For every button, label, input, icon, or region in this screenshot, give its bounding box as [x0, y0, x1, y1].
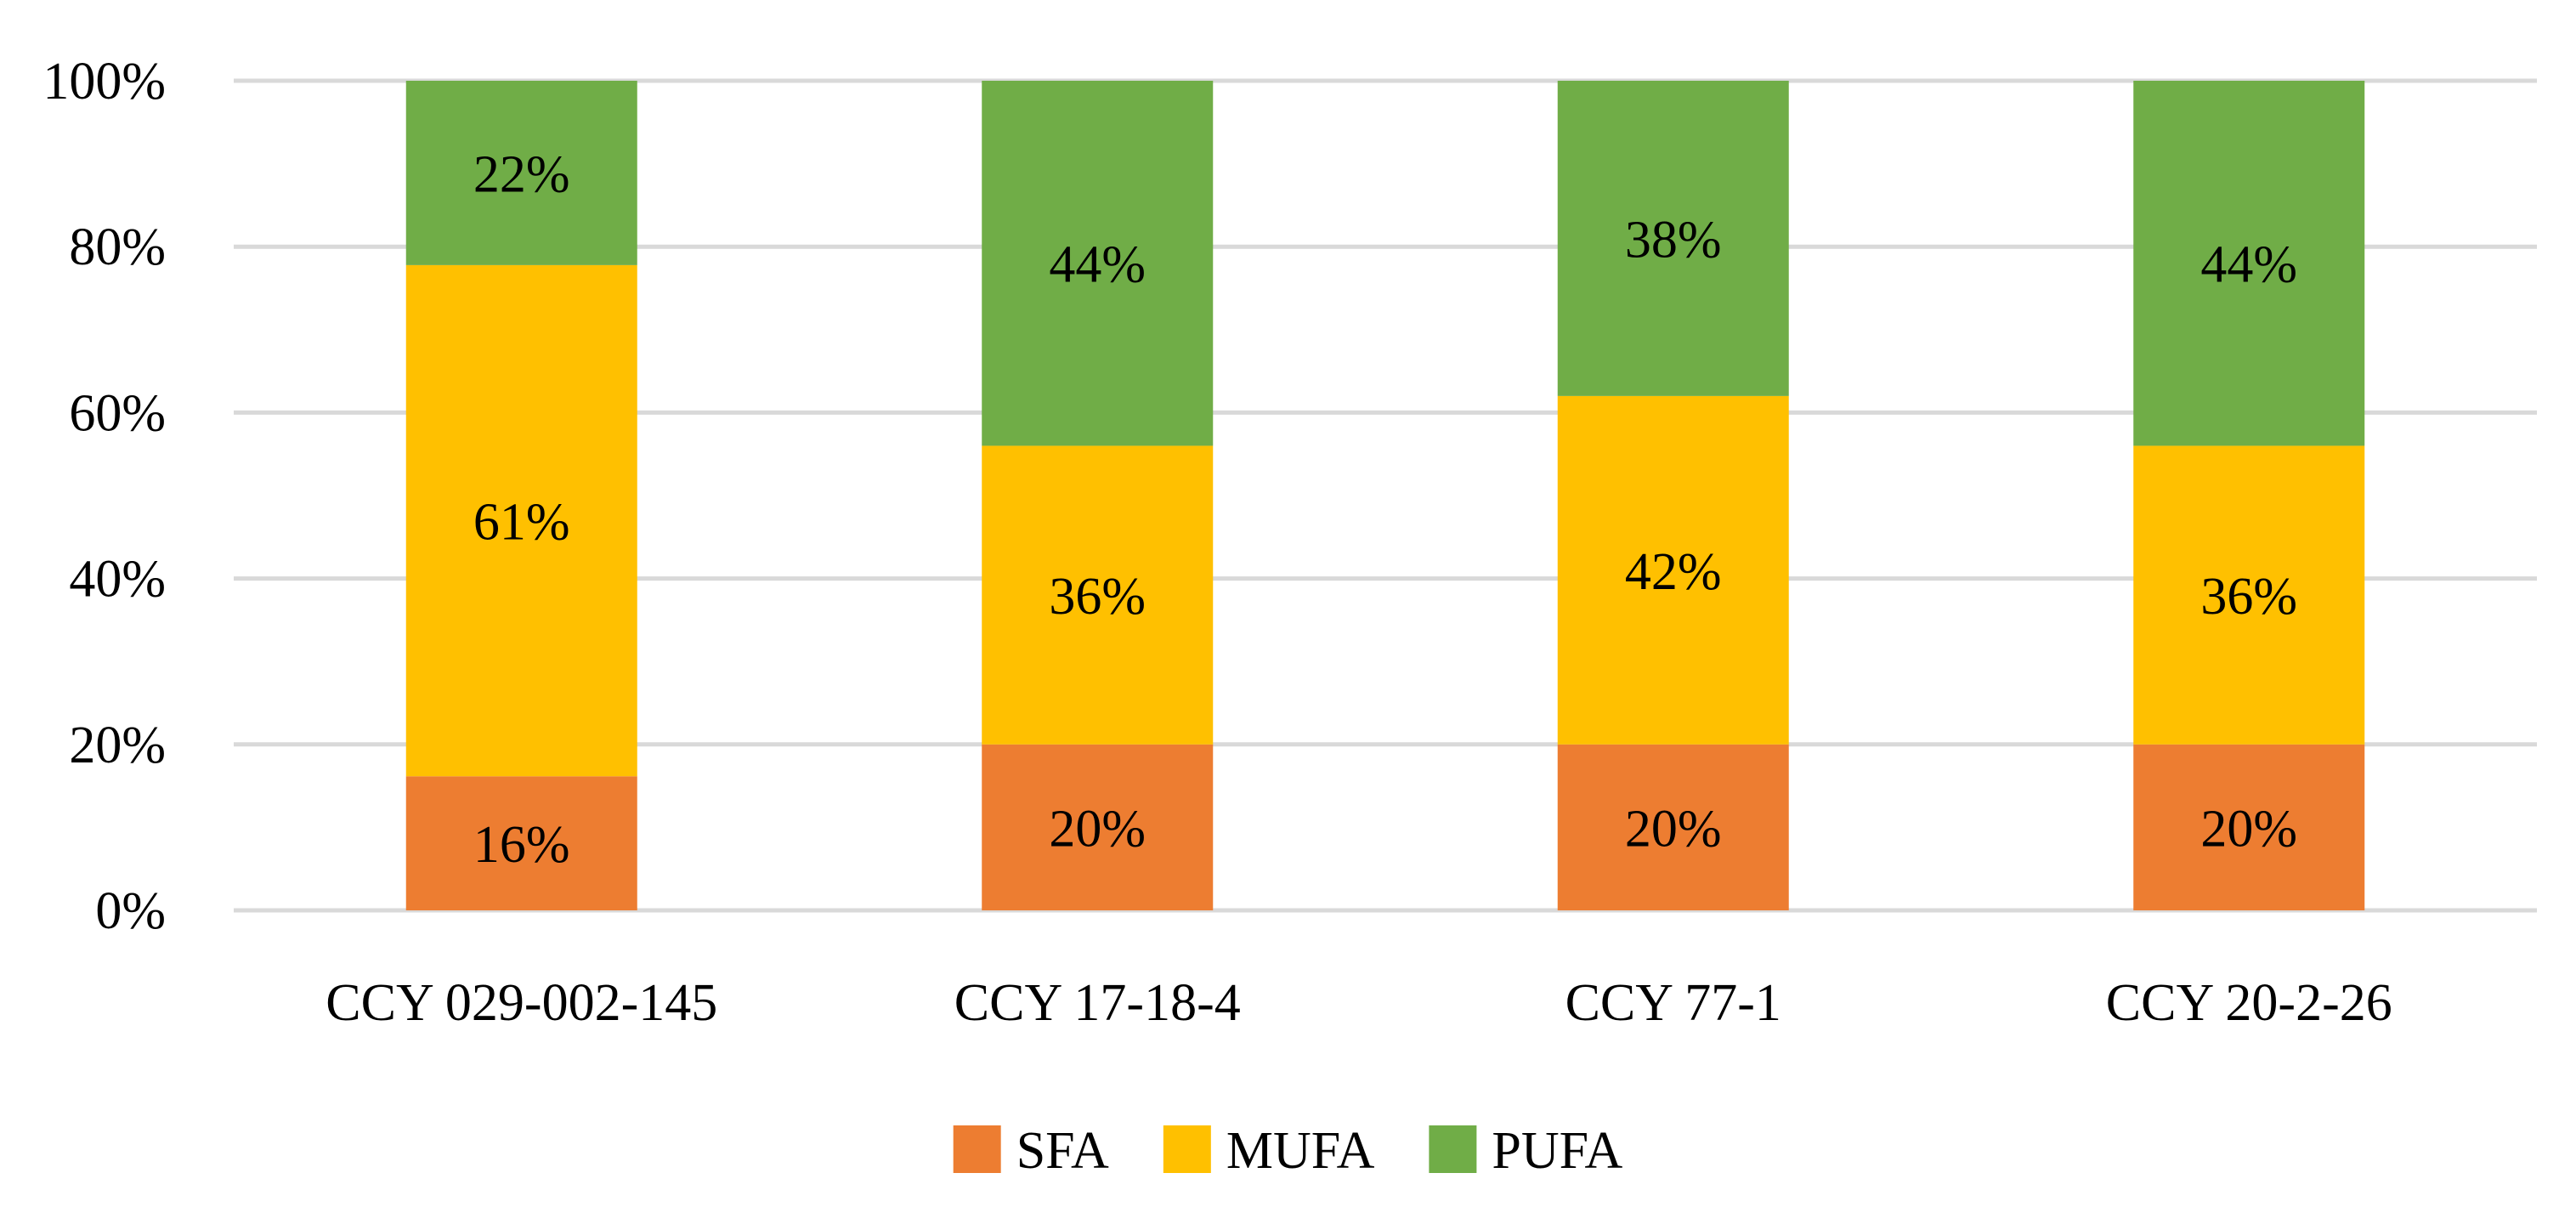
data-labels: 16% 61% 22% 20% 36% 44% 20% 42% 38% 20% 36% 44%: [473, 145, 2297, 874]
bar-segment-sfa: [405, 776, 637, 910]
data-label: 36%: [2200, 568, 2297, 626]
data-label: 16%: [473, 816, 570, 874]
bar-segment-pufa: [2133, 81, 2365, 446]
data-label: 44%: [2200, 236, 2297, 294]
data-label: 36%: [1049, 568, 1146, 626]
x-axis: CCY 029-002-145 CCY 17-18-4 CCY 77-1 CCY 20…: [326, 974, 2392, 1032]
y-tick-label: 40%: [69, 551, 166, 609]
data-label: 38%: [1625, 211, 1722, 269]
y-tick-label: 20%: [69, 717, 166, 774]
legend-swatch-mufa: [1163, 1125, 1211, 1173]
data-label: 20%: [2200, 800, 2297, 858]
legend-label: PUFA: [1492, 1122, 1622, 1180]
bar-segment-pufa: [1557, 81, 1789, 396]
x-category-label: CCY 029-002-145: [326, 974, 717, 1032]
y-tick-label: 100%: [42, 53, 166, 110]
bar-segment-sfa: [982, 744, 1214, 910]
x-category-label: CCY 17-18-4: [954, 974, 1241, 1032]
data-label: 61%: [473, 494, 570, 552]
x-category-label: CCY 77-1: [1565, 974, 1781, 1032]
bar-segment-sfa: [1557, 744, 1789, 910]
bar-segment-pufa: [982, 81, 1214, 446]
y-tick-label: 60%: [69, 384, 166, 442]
data-label: 42%: [1625, 543, 1722, 601]
y-tick-label: 80%: [69, 218, 166, 276]
data-label: 22%: [473, 145, 570, 203]
bar-segment-sfa: [2133, 744, 2365, 910]
bar-segment-mufa: [1557, 395, 1789, 745]
data-label: 44%: [1049, 236, 1146, 294]
y-tick-label: 0%: [95, 882, 166, 940]
data-label: 20%: [1625, 800, 1722, 858]
legend-swatch-sfa: [953, 1125, 1001, 1173]
bar-segment-pufa: [405, 81, 637, 265]
legend-swatch-pufa: [1429, 1125, 1477, 1173]
bar-segment-mufa: [405, 264, 637, 777]
bar-segment-mufa: [982, 445, 1214, 745]
legend: SFA MUFA PUFA: [953, 1122, 1623, 1180]
legend-label: MUFA: [1226, 1122, 1375, 1180]
data-label: 20%: [1049, 800, 1146, 858]
bar-segment-mufa: [2133, 445, 2365, 745]
y-axis: 0% 20% 40% 60% 80% 100%: [42, 53, 166, 940]
bars: [405, 81, 2365, 910]
x-category-label: CCY 20-2-26: [2106, 974, 2392, 1032]
legend-label: SFA: [1016, 1122, 1109, 1180]
